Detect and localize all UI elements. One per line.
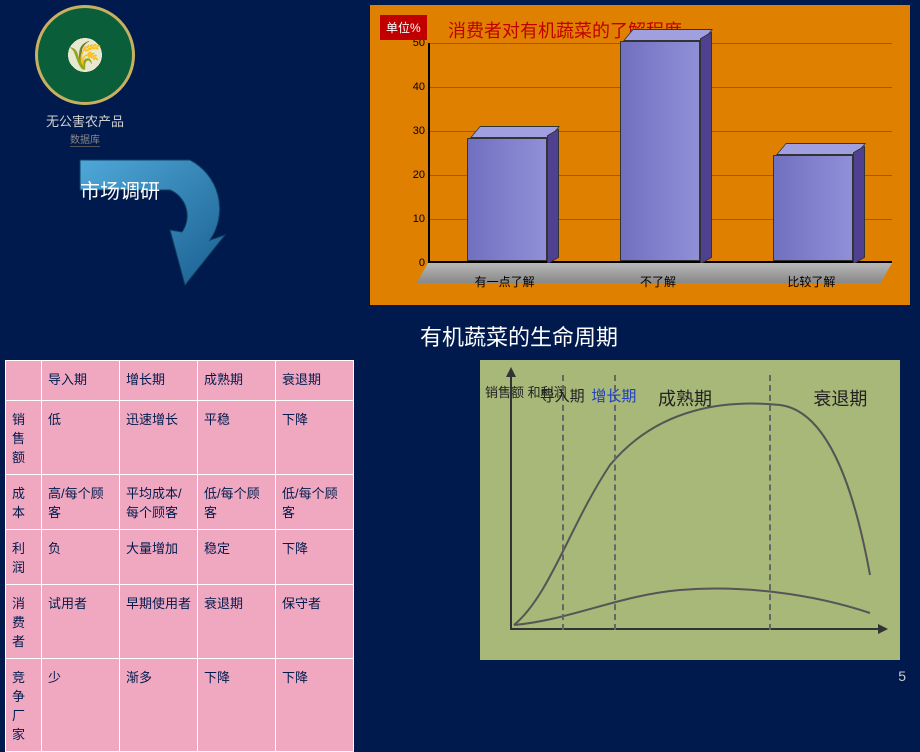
bar-3d: [773, 155, 853, 261]
bar-plot-area: 01020304050: [428, 43, 892, 263]
market-research-arrow: 市场调研: [60, 150, 240, 310]
table-cell: 渐多: [120, 659, 198, 752]
bar-unit-badge: 单位%: [380, 15, 427, 40]
table-row-header: 成本: [6, 475, 42, 530]
lc-phase-divider: [614, 375, 616, 630]
table-cell: 少: [42, 659, 120, 752]
table-cell: 下降: [276, 530, 354, 585]
lc-phase-divider: [562, 375, 564, 630]
logo-subcaption: 数据库: [70, 131, 100, 147]
table-cell: 低/每个顾客: [198, 475, 276, 530]
lifecycle-axis-area: 销售额 和利润 导入期增长期成熟期衰退期: [510, 375, 880, 630]
bar-y-tick: 10: [395, 213, 425, 225]
bar-3d: [467, 138, 547, 261]
table-row-header: 消费者: [6, 585, 42, 659]
bar-x-label: 不了解: [608, 273, 708, 290]
table-col-header: 成熟期: [198, 361, 276, 401]
table-cell: 衰退期: [198, 585, 276, 659]
table-cell: 大量增加: [120, 530, 198, 585]
lifecycle-section-title: 有机蔬菜的生命周期: [420, 320, 618, 352]
table-row-header: 利润: [6, 530, 42, 585]
table-cell: 下降: [276, 659, 354, 752]
bar-3d: [620, 41, 700, 261]
table-cell: 保守者: [276, 585, 354, 659]
lc-phase-label: 衰退期: [813, 385, 867, 411]
lifecycle-chart: 销售额 和利润 导入期增长期成熟期衰退期: [480, 360, 900, 660]
table-cell: 平均成本/每个顾客: [120, 475, 198, 530]
logo-block: 🌾 无公害农产品 数据库: [10, 5, 160, 148]
bar-y-tick: 30: [395, 125, 425, 137]
lc-phase-label: 增长期: [591, 385, 636, 406]
bar-x-label: 有一点了解: [455, 273, 555, 290]
table-cell: 试用者: [42, 585, 120, 659]
table-cell: 低/每个顾客: [276, 475, 354, 530]
table-col-header: 衰退期: [276, 361, 354, 401]
lc-phase-label: 成熟期: [658, 385, 712, 411]
page-number: 5: [898, 668, 906, 684]
lc-phase-label: 导入期: [540, 385, 585, 406]
bar-y-tick: 0: [395, 257, 425, 269]
bar-y-tick: 20: [395, 169, 425, 181]
logo-inner: 🌾: [55, 25, 115, 85]
table-col-header: 增长期: [120, 361, 198, 401]
bar-y-tick: 40: [395, 81, 425, 93]
arrow-label: 市场调研: [80, 175, 160, 204]
table-col-header: 导入期: [42, 361, 120, 401]
table-cell: 早期使用者: [120, 585, 198, 659]
table-cell: 下降: [276, 401, 354, 475]
lc-curves: [510, 375, 880, 630]
table-cell: 平稳: [198, 401, 276, 475]
logo-circle: 🌾: [35, 5, 135, 105]
table-cell: 迅速增长: [120, 401, 198, 475]
lc-phase-divider: [769, 375, 771, 630]
table-cell: 负: [42, 530, 120, 585]
table-row-header: 竞争厂家: [6, 659, 42, 752]
logo-caption: 无公害农产品: [10, 111, 160, 130]
lifecycle-table: 导入期增长期成熟期衰退期销售额低迅速增长平稳下降成本高/每个顾客平均成本/每个顾…: [5, 360, 354, 752]
bar-chart: 单位% 消费者对有机蔬菜的了解程度 01020304050 有一点了解不了解比较…: [370, 5, 910, 305]
table-row-header: 销售额: [6, 401, 42, 475]
table-cell: 高/每个顾客: [42, 475, 120, 530]
bar-x-label: 比较了解: [761, 273, 861, 290]
table-cell: 低: [42, 401, 120, 475]
table-cell: 稳定: [198, 530, 276, 585]
table-cell: 下降: [198, 659, 276, 752]
table-corner: [6, 361, 42, 401]
